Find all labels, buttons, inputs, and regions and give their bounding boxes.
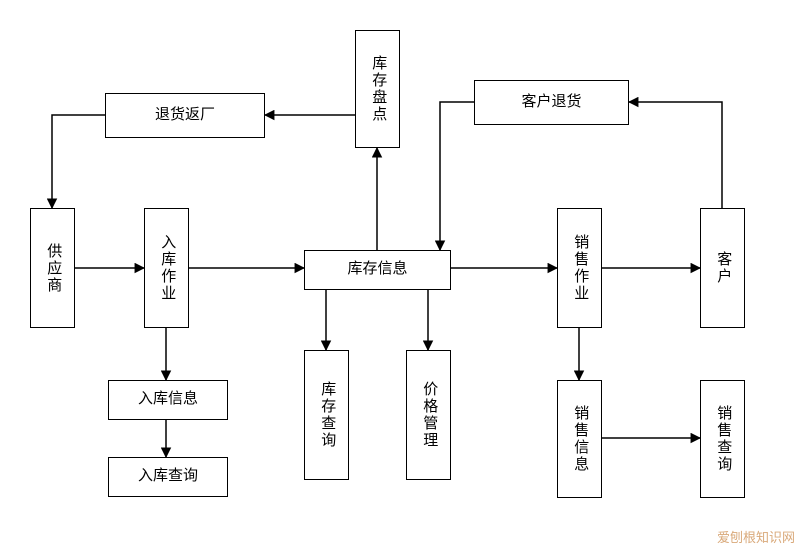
node-inbound-info: 入库信息 [108,380,228,420]
node-price-mgmt: 价格管理 [406,350,451,480]
edge-customer-to-customer-return [629,102,722,208]
node-inbound-work: 入库作业 [144,208,189,328]
node-return-factory: 退货返厂 [105,93,265,138]
node-inventory-info: 库存信息 [304,250,451,290]
node-inventory-check: 库存盘点 [355,30,400,148]
watermark-text: 爱刨根知识网 [717,527,795,546]
edge-customer-return-to-inventory-info [440,102,474,250]
node-sales-info: 销售信息 [557,380,602,498]
node-inbound-query: 入库查询 [108,457,228,497]
node-sales-query: 销售查询 [700,380,745,498]
edge-return-factory-to-supplier [52,115,105,208]
node-inventory-query: 库存查询 [304,350,349,480]
node-customer-return: 客户退货 [474,80,629,125]
node-sales-work: 销售作业 [557,208,602,328]
node-supplier: 供应商 [30,208,75,328]
node-customer: 客户 [700,208,745,328]
